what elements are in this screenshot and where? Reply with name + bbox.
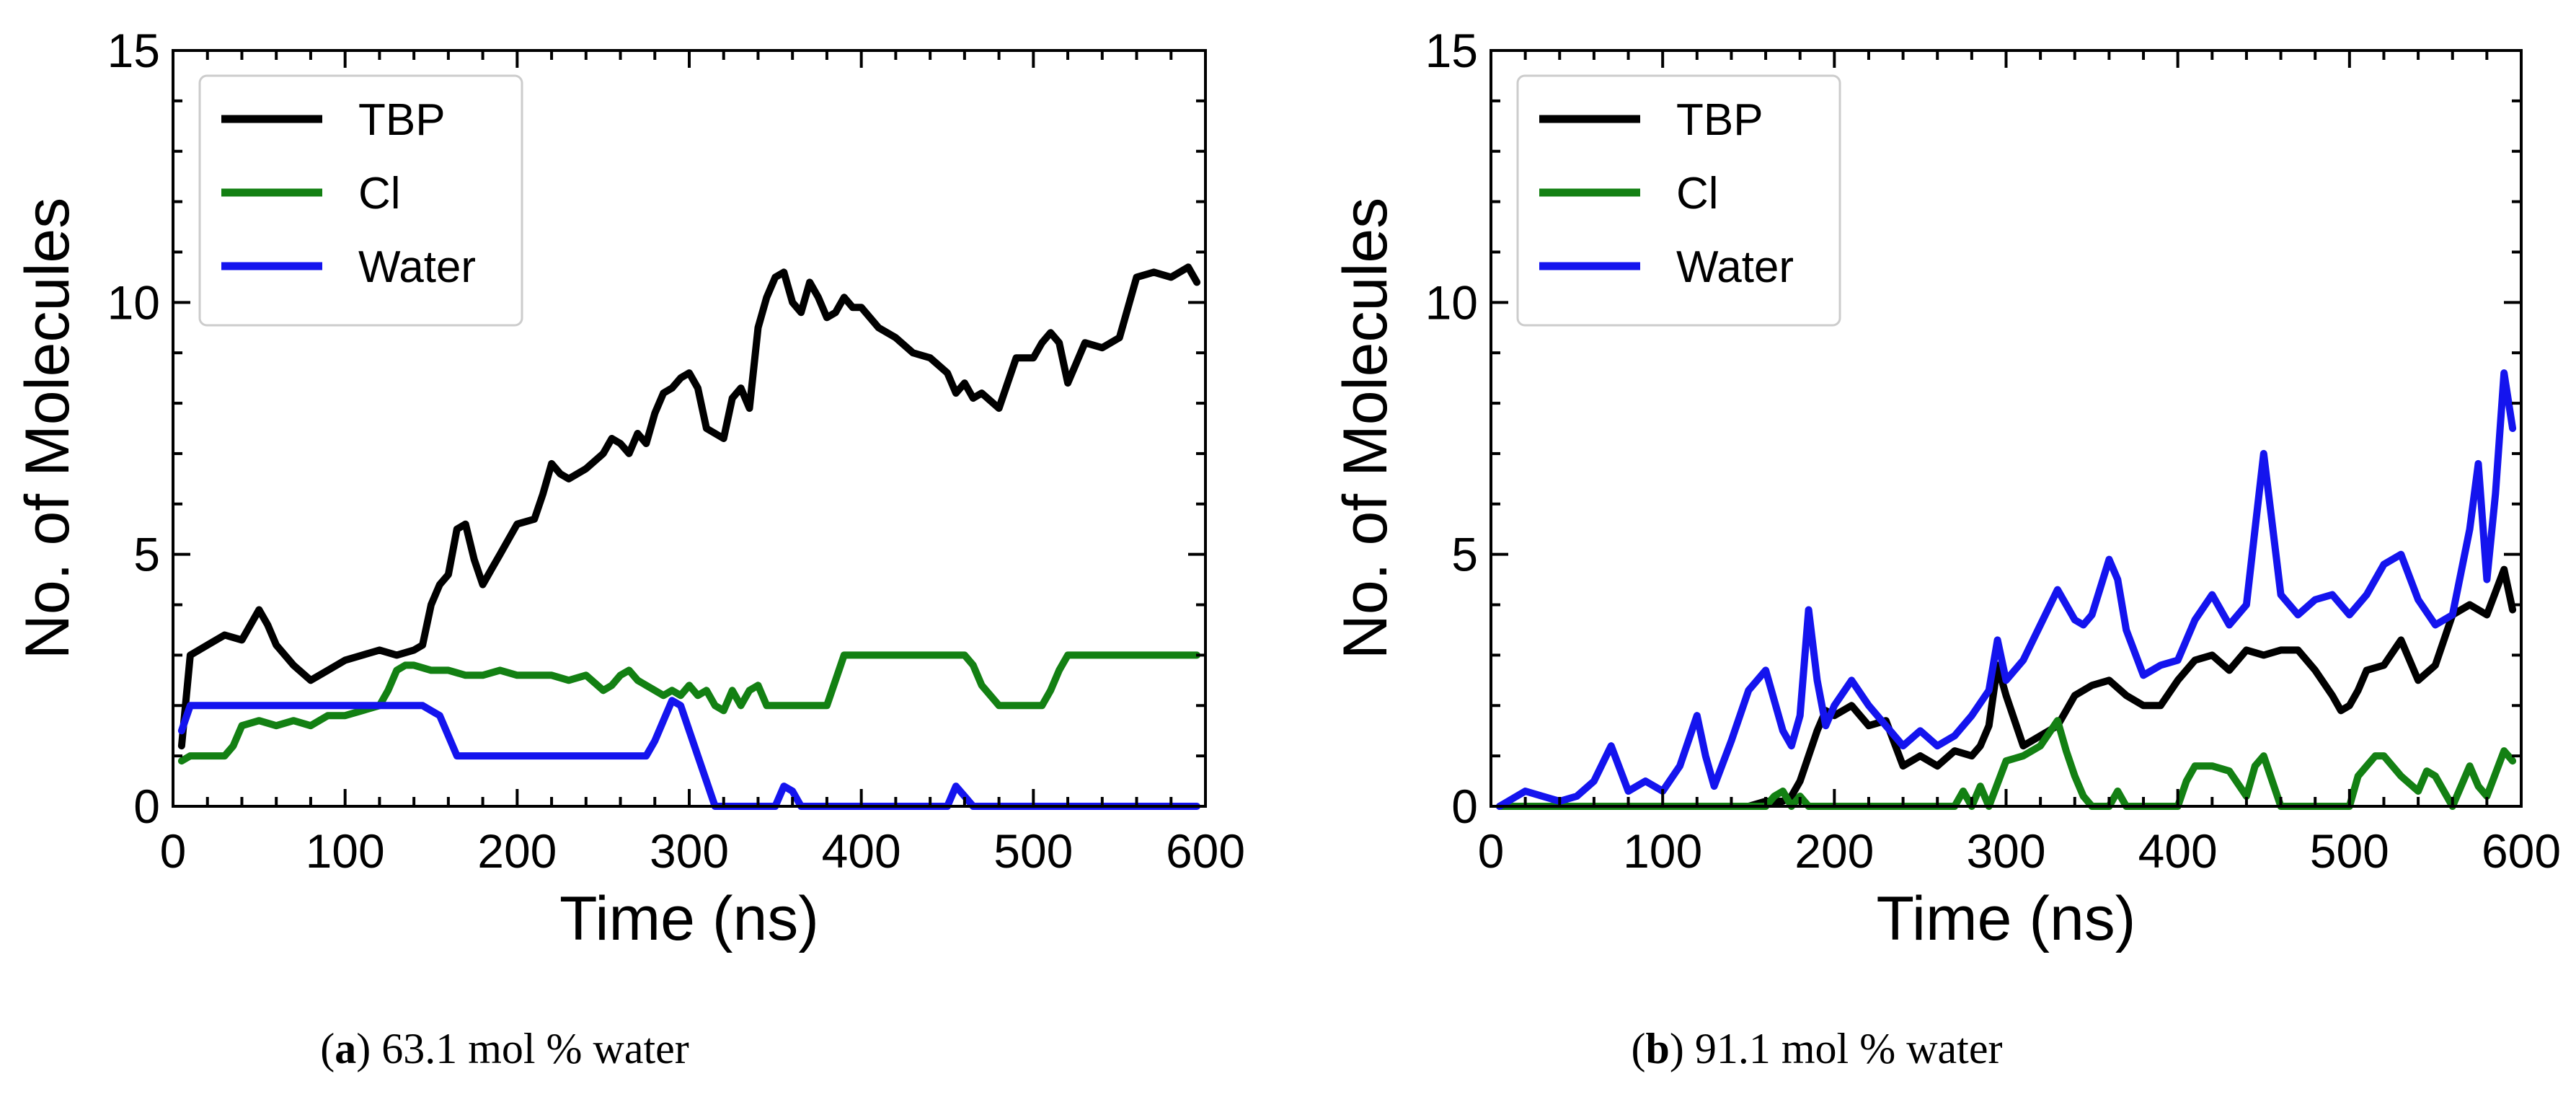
y-tick-label: 10 (107, 276, 160, 329)
y-axis-label: No. of Molecules (13, 198, 82, 660)
y-tick-label: 0 (1451, 780, 1478, 833)
x-tick-label: 600 (2482, 824, 2561, 878)
caption-b-text: 91.1 mol % water (1694, 1025, 2003, 1072)
legend-label-water: Water (358, 242, 476, 292)
legend-label-water: Water (1676, 242, 1794, 292)
y-tick-label: 15 (107, 24, 160, 77)
y-tick-label: 5 (1451, 528, 1478, 581)
caption-a: (a) 63.1 mol % water (320, 1025, 689, 1072)
x-axis-label: Time (ns) (1877, 884, 2136, 953)
legend-label-tbp: TBP (1676, 95, 1763, 145)
x-tick-label: 100 (1623, 824, 1702, 878)
x-tick-label: 200 (477, 824, 557, 878)
x-tick-label: 200 (1794, 824, 1874, 878)
x-tick-label: 100 (306, 824, 385, 878)
series-line-water (1495, 369, 2517, 810)
x-tick-label: 0 (160, 824, 187, 878)
x-tick-label: 400 (822, 824, 901, 878)
x-tick-label: 300 (650, 824, 729, 878)
x-tick-label: 0 (1478, 824, 1505, 878)
y-tick-label: 10 (1425, 276, 1478, 329)
legend-label-cl: Cl (1676, 169, 1719, 219)
y-tick-label: 0 (133, 780, 160, 833)
caption-b-label: b (1645, 1025, 1670, 1072)
legend-label-tbp: TBP (358, 95, 446, 145)
series-line-tbp (1495, 565, 2517, 810)
panel-b: 0 100 200 300 400 500 600 0 5 10 15 Time (ns) No. of… (1331, 24, 2561, 953)
y-tick-label: 15 (1425, 24, 1478, 77)
x-tick-label: 300 (1966, 824, 2045, 878)
x-tick-label: 500 (993, 824, 1073, 878)
x-tick-label: 500 (2310, 824, 2389, 878)
x-tick-label: 600 (1166, 824, 1245, 878)
x-tick-label: 400 (2138, 824, 2218, 878)
caption-b: (b) 91.1 mol % water (1631, 1025, 2003, 1072)
panel-a: 0 100 200 300 400 500 600 0 5 10 15 Time (ns) No. of… (13, 24, 1245, 953)
caption-a-text: 63.1 mol % water (381, 1025, 689, 1072)
y-axis-label: No. of Molecules (1331, 198, 1400, 660)
y-tick-label: 5 (133, 528, 160, 581)
legend-label-cl: Cl (358, 169, 401, 219)
series-line-tbp (177, 263, 1201, 750)
caption-a-label: a (335, 1025, 357, 1072)
x-axis-label: Time (ns) (559, 884, 819, 953)
